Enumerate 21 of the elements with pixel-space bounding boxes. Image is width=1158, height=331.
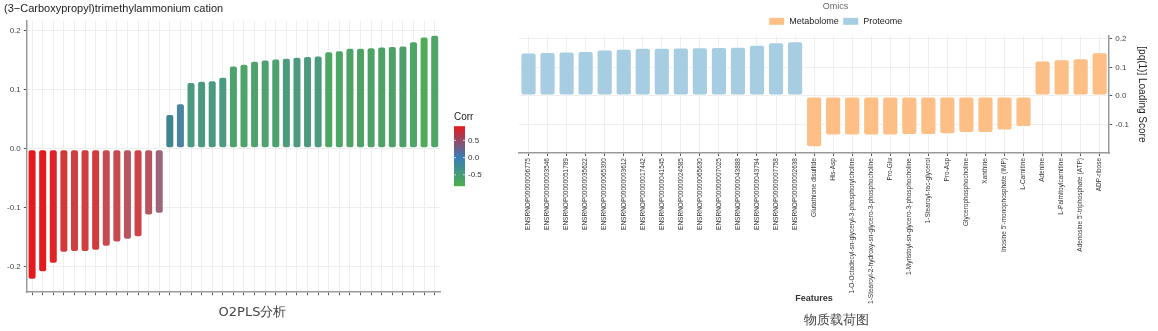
color-bar-title: Corr [454,110,475,122]
y-tick-label: -0.1 [1115,119,1130,129]
y-tick-label: 0.1 [9,84,22,94]
y-tick-label: 0.0 [9,143,22,153]
legend-label: Metabolome [789,15,839,26]
x-axis-title: Features [795,293,833,304]
legend-title: Omics [822,0,849,11]
y-tick-label: -0.2 [6,262,22,272]
y-tick-label: 0.2 [1115,34,1127,44]
text: 物质载荷图 [803,311,870,329]
y-axis-title: [pq(1)] Loading Score [1137,46,1149,143]
text: O2PLS分析 [217,303,288,321]
y-tick-label: 0.1 [1115,62,1127,72]
y-tick-label: -0.1 [6,202,22,212]
chart-title: (3−Carboxypropyl)trimethylammonium cation [4,1,224,14]
legend-label: Proteome [863,15,903,26]
color-bar-label: 0.0 [468,152,480,162]
y-tick-label: 0.2 [9,25,22,35]
color-bar-label: 0.5 [468,135,480,145]
color-bar-label: -0.5 [468,170,483,180]
y-tick-label: 0.0 [1115,91,1127,101]
